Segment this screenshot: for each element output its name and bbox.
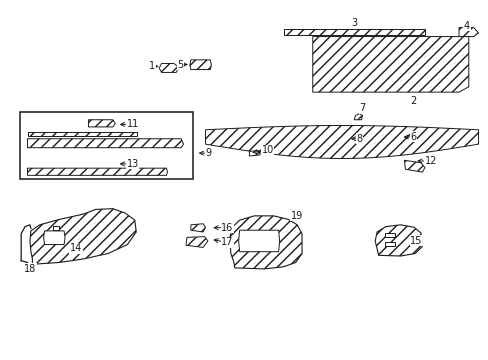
Text: 16: 16	[221, 223, 233, 233]
Polygon shape	[27, 168, 167, 175]
Polygon shape	[43, 231, 65, 244]
Text: 9: 9	[205, 148, 211, 158]
Polygon shape	[27, 139, 183, 148]
Text: 1: 1	[149, 61, 155, 71]
Polygon shape	[384, 233, 394, 237]
Text: 6: 6	[409, 132, 416, 142]
Text: 19: 19	[290, 211, 303, 221]
Polygon shape	[283, 30, 424, 35]
Text: 7: 7	[358, 103, 365, 113]
Bar	[20, 112, 193, 179]
Polygon shape	[374, 225, 422, 256]
Polygon shape	[88, 120, 115, 127]
Text: 5: 5	[177, 59, 183, 69]
Polygon shape	[249, 150, 260, 156]
Text: 15: 15	[409, 236, 422, 246]
Polygon shape	[458, 28, 478, 37]
Text: 13: 13	[126, 159, 139, 169]
Polygon shape	[159, 63, 178, 72]
Text: 4: 4	[463, 21, 469, 31]
Text: 17: 17	[221, 237, 233, 247]
Text: 11: 11	[126, 120, 139, 129]
Polygon shape	[353, 114, 362, 120]
Text: 3: 3	[351, 18, 357, 28]
Text: 18: 18	[24, 264, 36, 274]
Text: 12: 12	[424, 156, 436, 166]
Text: 2: 2	[409, 96, 416, 106]
Polygon shape	[189, 60, 211, 69]
Polygon shape	[238, 230, 279, 252]
Polygon shape	[404, 160, 424, 172]
Polygon shape	[312, 37, 468, 92]
Text: 10: 10	[261, 145, 273, 155]
Polygon shape	[384, 242, 394, 246]
Polygon shape	[53, 226, 59, 230]
Text: 14: 14	[70, 243, 82, 253]
Text: 8: 8	[356, 134, 362, 144]
Polygon shape	[30, 209, 136, 264]
Polygon shape	[205, 126, 478, 158]
Polygon shape	[185, 237, 207, 247]
Polygon shape	[190, 224, 205, 232]
Polygon shape	[229, 216, 302, 269]
Polygon shape	[27, 132, 137, 136]
